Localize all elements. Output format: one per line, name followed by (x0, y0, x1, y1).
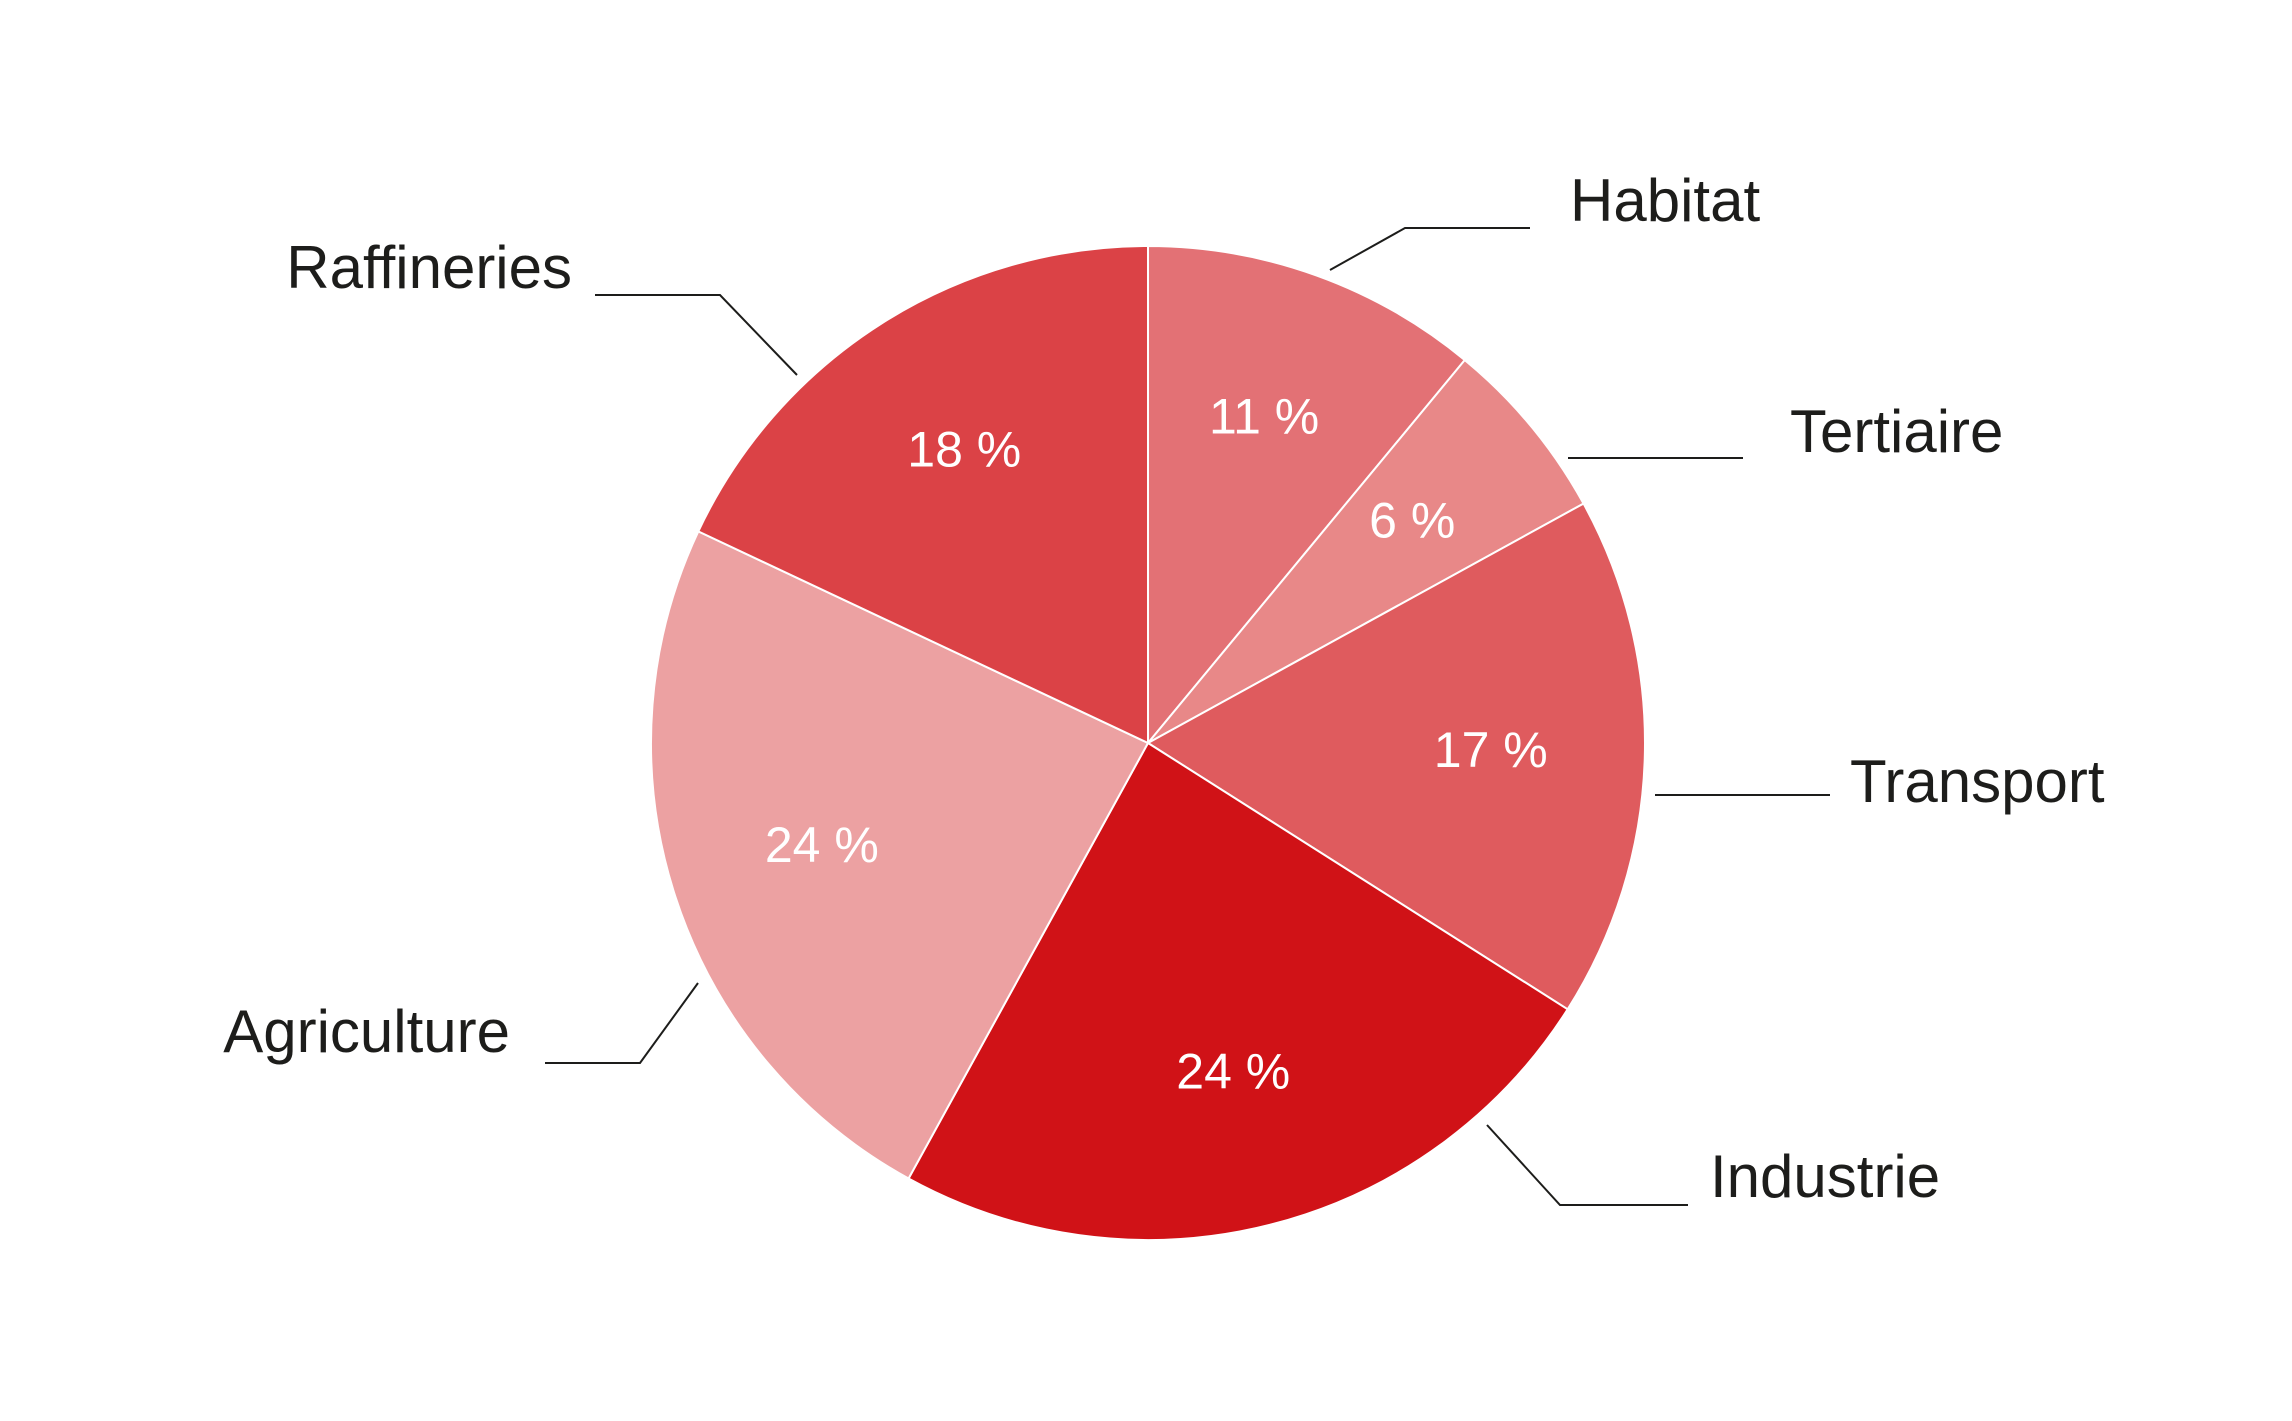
percent-label-industrie: 24 % (1176, 1043, 1290, 1099)
percentage-labels: 11 % 6 % 17 % 24 % 24 % 18 % (765, 389, 1548, 1100)
category-label-habitat: Habitat (1570, 167, 1760, 234)
leader-lines (545, 227, 1830, 1206)
category-label-industrie: Industrie (1710, 1143, 1940, 1210)
category-label-transport: Transport (1850, 748, 2105, 815)
pie-slice-habitat (1147, 244, 1467, 746)
leader-line-agriculture (545, 982, 699, 1064)
pie-slice-industrie (907, 741, 1570, 1241)
leader-line-habitat (1329, 227, 1530, 271)
pie-slice-raffineries (696, 244, 1149, 745)
category-label-raffineries: Raffineries (286, 234, 572, 301)
pie-slice-agriculture (650, 530, 1150, 1180)
pie-slice-tertiaire (1147, 358, 1585, 744)
category-label-tertiaire: Tertiaire (1790, 398, 2003, 465)
percent-label-tertiaire: 6 % (1369, 493, 1455, 549)
percent-label-raffineries: 18 % (907, 422, 1021, 478)
pie-slice-transport (1146, 502, 1646, 1011)
category-label-agriculture: Agriculture (223, 998, 510, 1065)
percent-label-transport: 17 % (1434, 722, 1548, 778)
category-labels: Habitat Tertiaire Transport Industrie Agricu… (223, 167, 2105, 1210)
pie-slices (650, 244, 1646, 1241)
percent-label-agriculture: 24 % (765, 817, 879, 873)
percent-label-habitat: 11 % (1209, 389, 1319, 445)
leader-line-raffineries (595, 294, 798, 376)
leader-line-industrie (1486, 1124, 1688, 1206)
